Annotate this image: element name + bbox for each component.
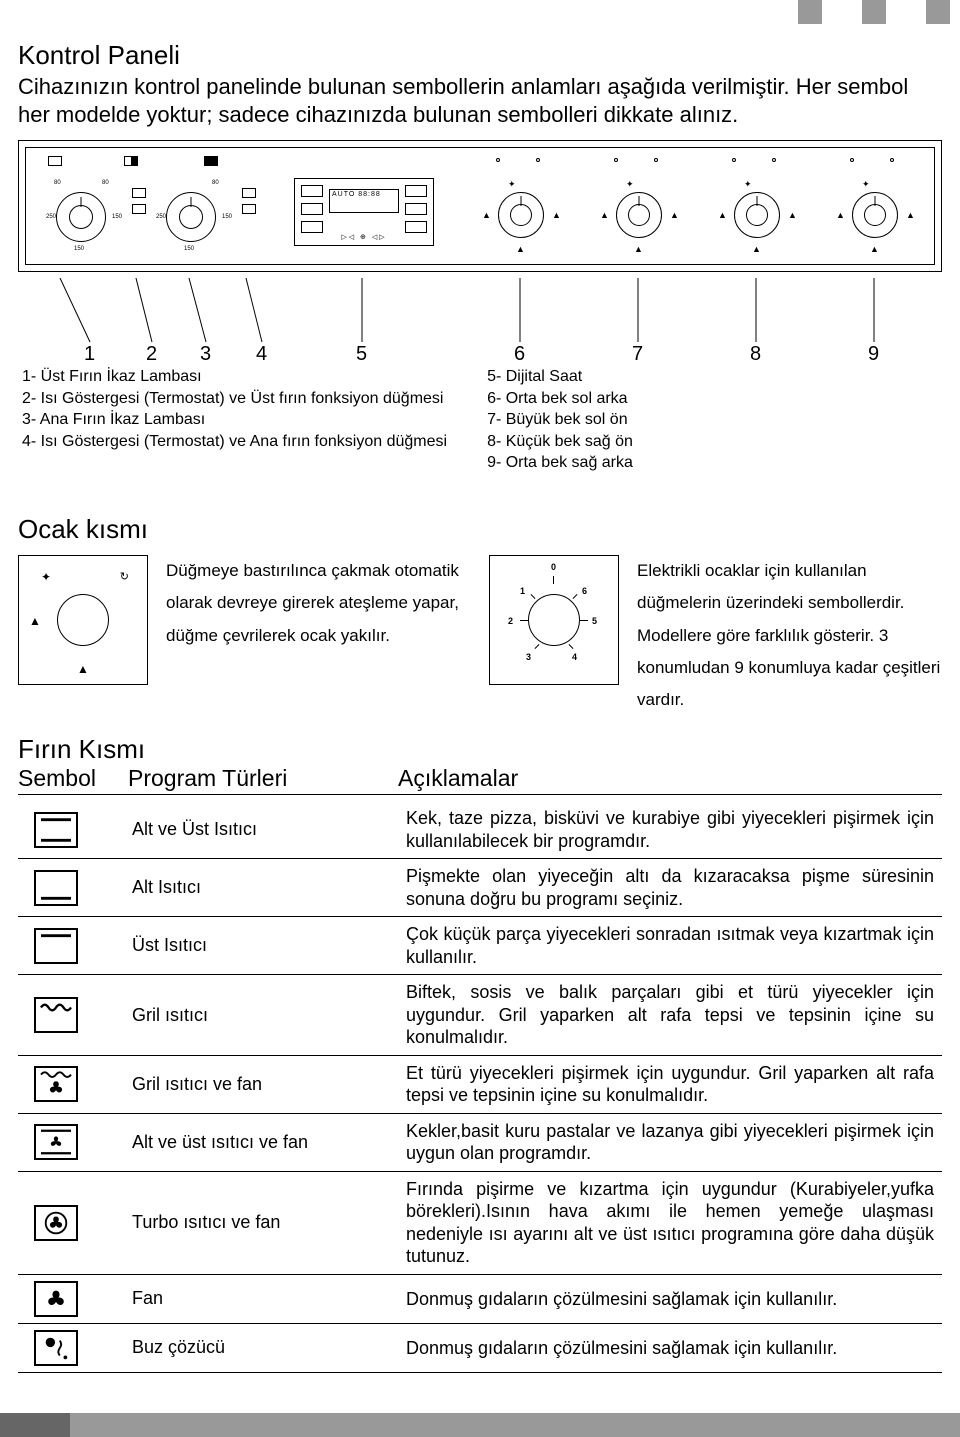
program-name: Alt Isıtıcı bbox=[132, 877, 402, 898]
program-name: Alt ve Üst Isıtıcı bbox=[132, 819, 402, 840]
legend-item: 4- Isı Göstergesi (Termostat) ve Ana fır… bbox=[22, 431, 447, 453]
program-symbol-icon bbox=[34, 997, 78, 1033]
thermostat-knob-icon bbox=[166, 192, 216, 242]
program-description: Kekler,basit kuru pastalar ve lazanya gi… bbox=[406, 1120, 942, 1165]
legend-item: 3- Ana Fırın İkaz Lambası bbox=[22, 409, 447, 431]
spark-dial-icon: ✦ ↻ ▲ ▲ bbox=[18, 555, 148, 685]
program-name: Buz çözücü bbox=[132, 1337, 402, 1358]
program-symbol-icon bbox=[34, 870, 78, 906]
legend-item: 8- Küçük bek sağ ön bbox=[487, 431, 633, 453]
burner-knob-icon bbox=[734, 192, 780, 238]
section-title-ocak: Ocak kısmı bbox=[18, 514, 942, 545]
program-description: Donmuş gıdaların çözülmesini sağlamak iç… bbox=[406, 1337, 942, 1360]
callout-number: 9 bbox=[868, 343, 879, 366]
legend-item: 5- Dijital Saat bbox=[487, 366, 633, 388]
burner-knob-icon bbox=[616, 192, 662, 238]
program-description: Pişmekte olan yiyeceğin altı da kızaraca… bbox=[406, 865, 942, 910]
program-symbol-icon bbox=[34, 1066, 78, 1102]
page-number-box bbox=[0, 1413, 70, 1437]
program-description: Donmuş gıdaların çözülmesini sağlamak iç… bbox=[406, 1288, 942, 1311]
callout-leaders: 1 2 3 4 5 6 7 8 9 bbox=[24, 278, 936, 366]
burner-knob-icon bbox=[852, 192, 898, 238]
legend: 1- Üst Fırın İkaz Lambası2- Isı Gösterge… bbox=[18, 366, 942, 474]
program-name: Gril ısıtıcı bbox=[132, 1005, 402, 1026]
program-row: Alt IsıtıcıPişmekte olan yiyeceğin altı … bbox=[18, 859, 942, 917]
program-symbol-icon bbox=[34, 1124, 78, 1160]
program-description: Et türü yiyecekleri pişirmek için uygund… bbox=[406, 1062, 942, 1107]
program-description: Fırında pişirme ve kızartma için uygundu… bbox=[406, 1178, 942, 1268]
control-panel-diagram: 80 80 250 150 150 80 250 150 150 AUTO 88… bbox=[18, 140, 942, 272]
electric-dial-icon: 0 1 2 3 4 5 6 bbox=[489, 555, 619, 685]
program-name: Üst Isıtıcı bbox=[132, 935, 402, 956]
indicator-lamp-icon bbox=[124, 156, 138, 166]
program-name: Alt ve üst ısıtıcı ve fan bbox=[132, 1132, 402, 1153]
square-icon bbox=[862, 0, 886, 24]
program-row: FanDonmuş gıdaların çözülmesini sağlamak… bbox=[18, 1275, 942, 1324]
callout-number: 5 bbox=[356, 343, 367, 366]
program-table-body: Alt ve Üst IsıtıcıKek, taze pizza, biskü… bbox=[18, 801, 942, 1373]
program-description: Biftek, sosis ve balık parçaları gibi et… bbox=[406, 981, 942, 1049]
program-name: Turbo ısıtıcı ve fan bbox=[132, 1212, 402, 1233]
program-symbol-icon bbox=[34, 1330, 78, 1366]
program-row: Üst IsıtıcıÇok küçük parça yiyecekleri s… bbox=[18, 917, 942, 975]
legend-right-column: 5- Dijital Saat6- Orta bek sol arka7- Bü… bbox=[487, 366, 633, 474]
square-icon bbox=[926, 0, 950, 24]
legend-item: 1- Üst Fırın İkaz Lambası bbox=[22, 366, 447, 388]
callout-number: 8 bbox=[750, 343, 761, 366]
section-title-firin: Fırın Kısmı bbox=[18, 734, 942, 765]
legend-item: 9- Orta bek sağ arka bbox=[487, 452, 633, 474]
program-symbol-icon bbox=[34, 1205, 78, 1241]
callout-number: 2 bbox=[146, 343, 157, 366]
callout-number: 3 bbox=[200, 343, 211, 366]
program-row: Gril ısıtıcıBiftek, sosis ve balık parça… bbox=[18, 975, 942, 1056]
legend-item: 7- Büyük bek sol ön bbox=[487, 409, 633, 431]
digital-clock-icon: AUTO 88:88 ▷◁ ⊕ ◁▷ bbox=[294, 178, 434, 246]
program-row: Buz çözücüDonmuş gıdaların çözülmesini s… bbox=[18, 1324, 942, 1373]
program-row: Turbo ısıtıcı ve fanFırında pişirme ve k… bbox=[18, 1172, 942, 1275]
program-description: Çok küçük parça yiyecekleri sonradan ısı… bbox=[406, 923, 942, 968]
callout-number: 6 bbox=[514, 343, 525, 366]
intro-text: Cihazınızın kontrol panelinde bulunan se… bbox=[18, 73, 942, 128]
program-symbol-icon bbox=[34, 812, 78, 848]
program-table-header: Sembol Program Türleri Açıklamalar bbox=[18, 765, 942, 795]
program-name: Gril ısıtıcı ve fan bbox=[132, 1074, 402, 1095]
legend-item: 6- Orta bek sol arka bbox=[487, 388, 633, 410]
indicator-lamp-icon bbox=[204, 156, 218, 166]
footer-bar bbox=[0, 1413, 960, 1437]
ocak-left-text: Düğmeye bastırılınca çakmak otomatik ola… bbox=[166, 555, 471, 652]
thermostat-knob-icon bbox=[56, 192, 106, 242]
program-row: Alt ve Üst IsıtıcıKek, taze pizza, biskü… bbox=[18, 801, 942, 859]
callout-number: 4 bbox=[256, 343, 267, 366]
callout-number: 7 bbox=[632, 343, 643, 366]
indicator-lamp-icon bbox=[48, 156, 62, 166]
legend-item: 2- Isı Göstergesi (Termostat) ve Üst fır… bbox=[22, 388, 447, 410]
program-symbol-icon bbox=[34, 1281, 78, 1317]
program-row: Gril ısıtıcı ve fanEt türü yiyecekleri p… bbox=[18, 1056, 942, 1114]
program-symbol-icon bbox=[34, 928, 78, 964]
program-description: Kek, taze pizza, bisküvi ve kurabiye gib… bbox=[406, 807, 942, 852]
callout-number: 1 bbox=[84, 343, 95, 366]
program-name: Fan bbox=[132, 1288, 402, 1309]
decorative-top-squares bbox=[798, 0, 950, 24]
burner-knob-icon bbox=[498, 192, 544, 238]
program-row: Alt ve üst ısıtıcı ve fanKekler,basit ku… bbox=[18, 1114, 942, 1172]
legend-left-column: 1- Üst Fırın İkaz Lambası2- Isı Gösterge… bbox=[22, 366, 447, 474]
page-title: Kontrol Paneli bbox=[18, 40, 942, 71]
ocak-row: ✦ ↻ ▲ ▲ Düğmeye bastırılınca çakmak otom… bbox=[18, 555, 942, 716]
ocak-right-text: Elektrikli ocaklar için kullanılan düğme… bbox=[637, 555, 942, 716]
square-icon bbox=[798, 0, 822, 24]
